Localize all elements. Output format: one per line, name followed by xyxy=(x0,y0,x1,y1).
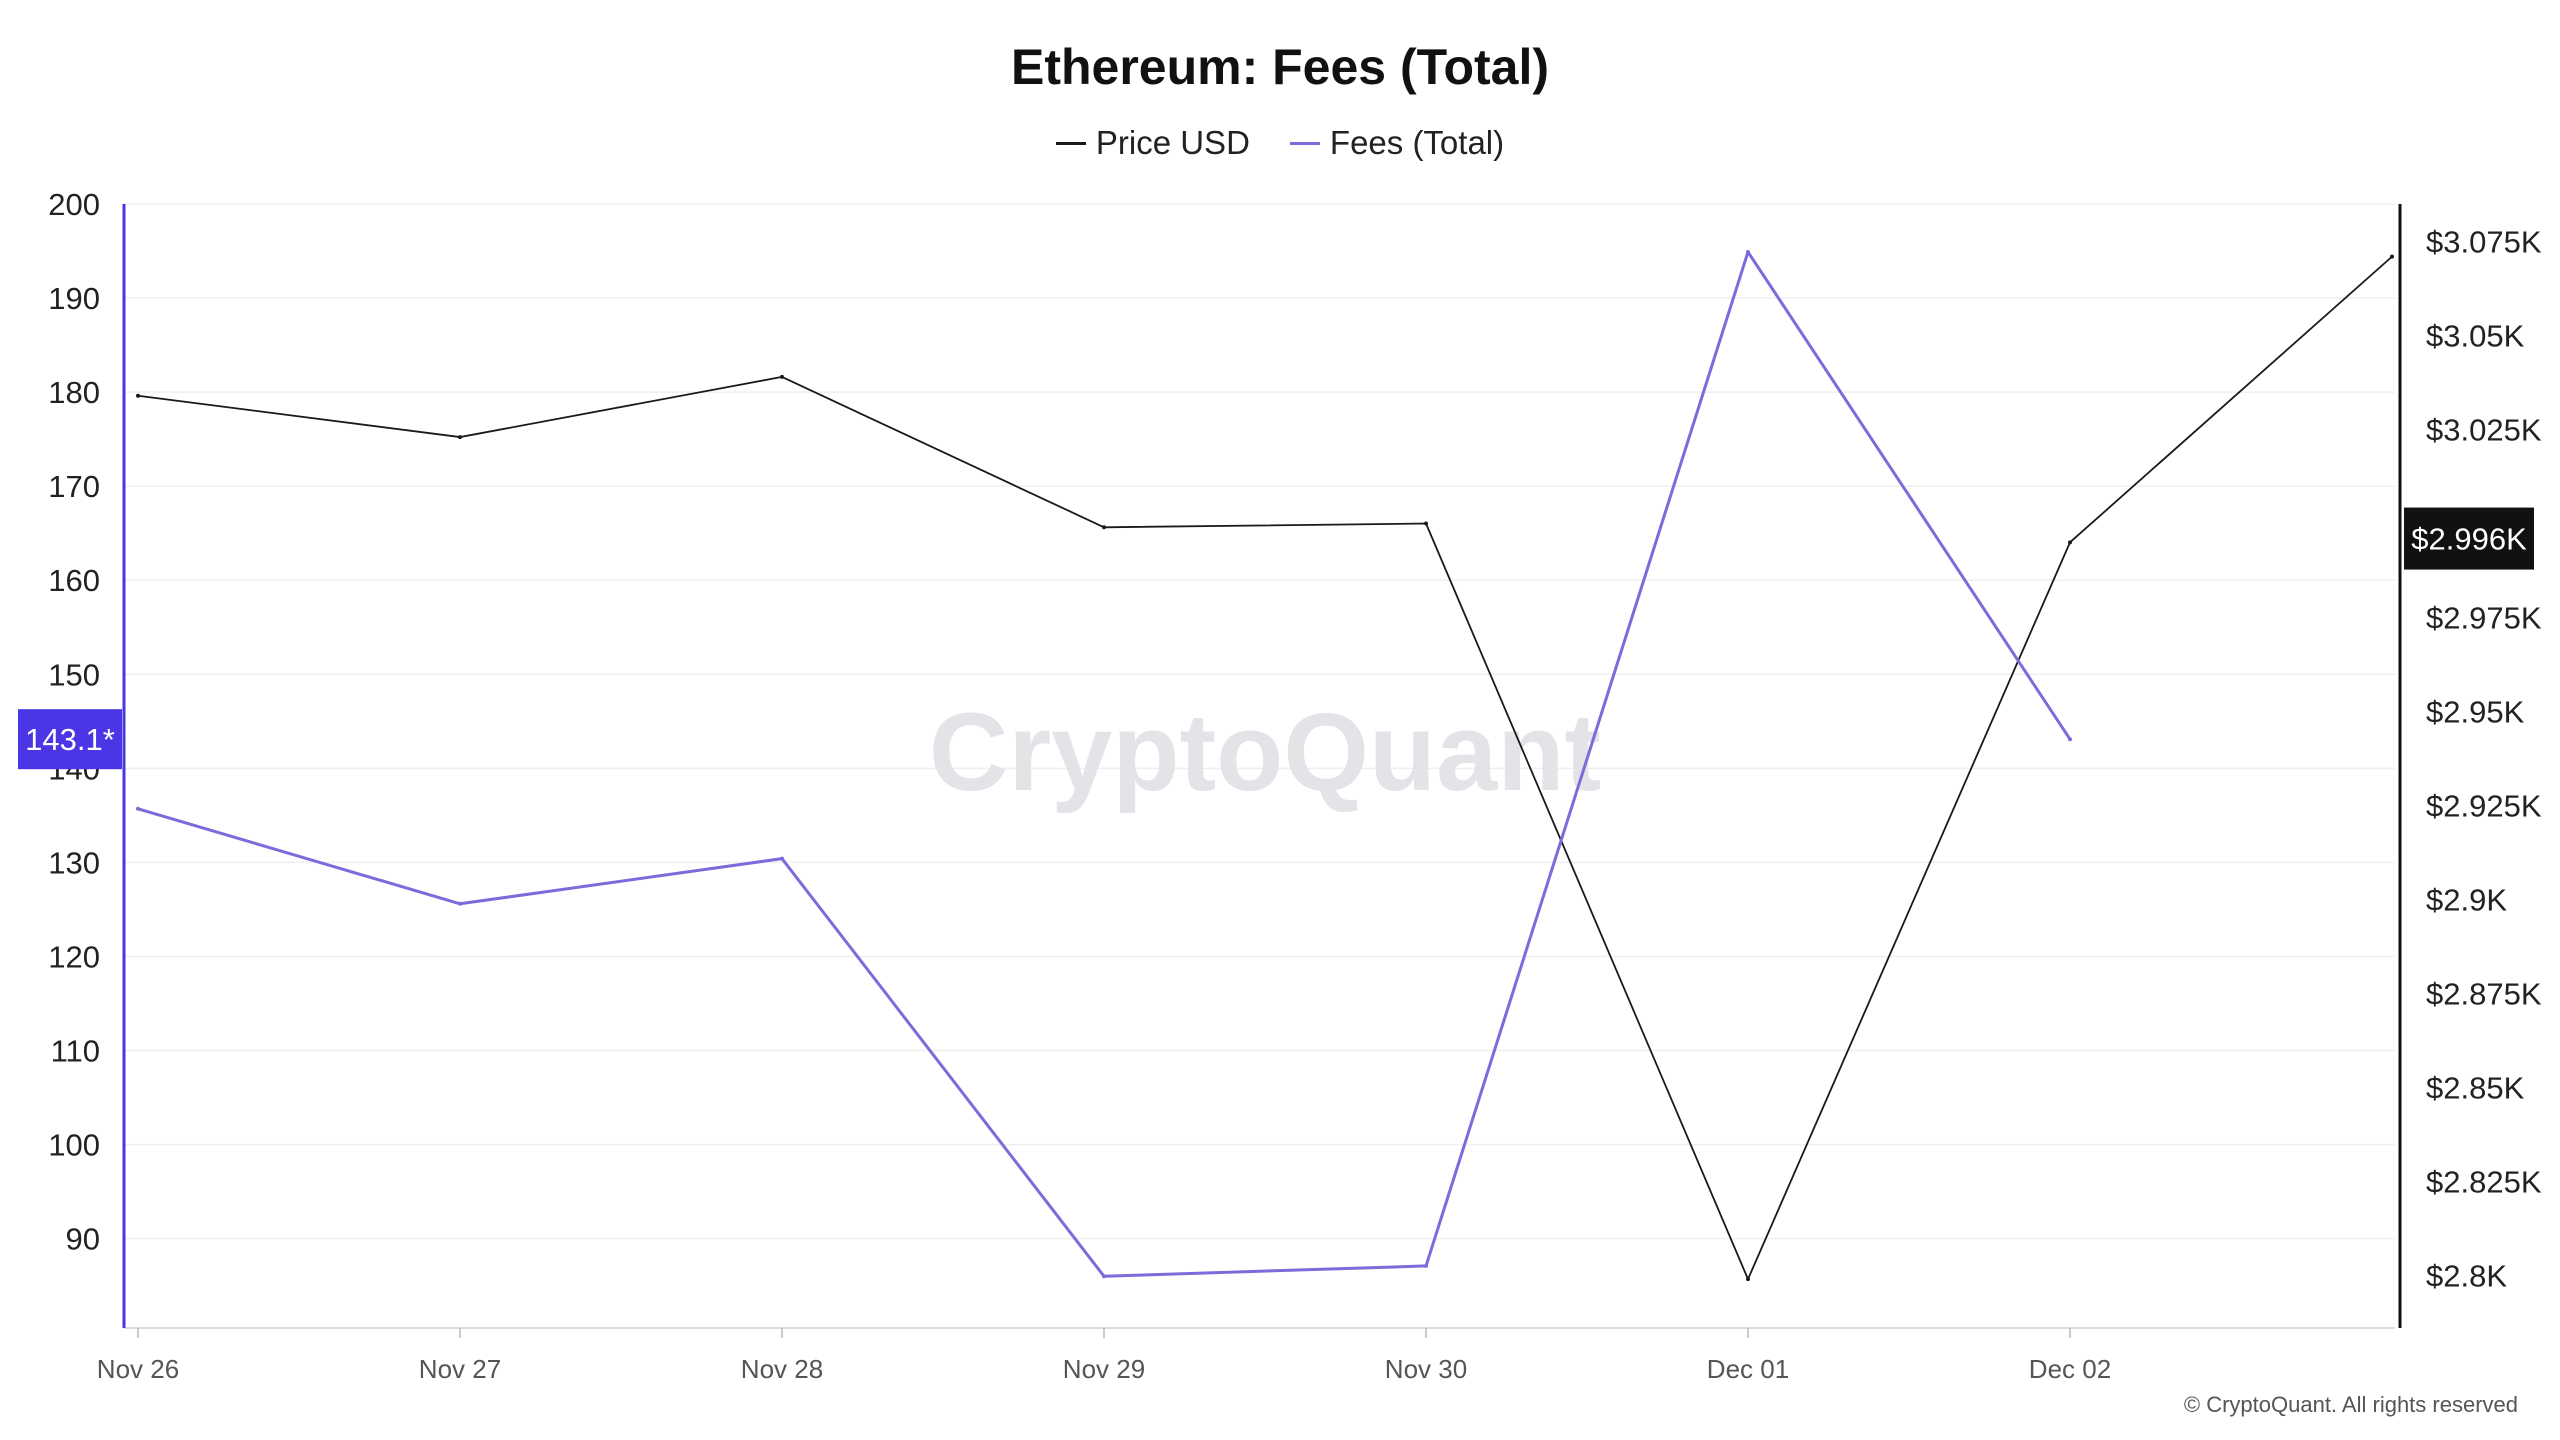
x-tick-label: Dec 02 xyxy=(2029,1354,2111,1384)
fees-data-point xyxy=(780,856,784,861)
left-tick-label: 170 xyxy=(48,469,100,504)
legend-swatch-fees xyxy=(1289,141,1320,145)
right-tick-label: $2.925K xyxy=(2426,788,2542,823)
left-tick-label: 190 xyxy=(48,281,100,316)
right-tick-label: $2.8K xyxy=(2426,1258,2507,1293)
x-tick-label: Nov 28 xyxy=(741,1354,823,1384)
left-tick-label: 200 xyxy=(48,187,100,222)
x-axis-ticks: Nov 26 Nov 27 Nov 28 Nov 29 Nov 30 Dec 01 Dec … xyxy=(97,1328,2111,1384)
fees-data-point xyxy=(2068,737,2072,742)
left-tick-label: 90 xyxy=(66,1222,100,1257)
fees-data-point xyxy=(458,901,462,906)
price-data-point xyxy=(1102,525,1106,530)
right-tick-label: $2.95K xyxy=(2426,694,2525,729)
fees-data-point xyxy=(1746,249,1750,254)
fees-current-marker-label: 143.1* xyxy=(25,722,115,757)
price-current-marker-label: $2.996K xyxy=(2411,522,2527,557)
right-tick-label: $3.05K xyxy=(2426,319,2525,354)
legend-label-price: Price USD xyxy=(1095,124,1250,161)
legend-label-fees: Fees (Total) xyxy=(1329,124,1505,161)
watermark-layer: CryptoQuant xyxy=(929,691,1601,814)
x-tick-label: Nov 29 xyxy=(1063,1354,1145,1384)
price-data-point xyxy=(136,393,140,398)
left-tick-label: 130 xyxy=(48,845,100,880)
right-tick-label: $2.9K xyxy=(2426,882,2507,917)
price-data-point xyxy=(780,374,784,379)
fees-data-point xyxy=(1102,1274,1106,1279)
axes xyxy=(122,204,2402,1329)
right-axis-ticks: $3.075K $3.05K $3.025K $2.975K $2.95K $2.925K… xyxy=(2426,225,2542,1294)
price-data-point xyxy=(1424,521,1428,526)
fees-data-point xyxy=(136,806,140,811)
chart-title: Ethereum: Fees (Total) xyxy=(1010,39,1550,95)
gridlines xyxy=(124,203,2395,1240)
right-tick-label: $2.85K xyxy=(2426,1070,2525,1105)
price-data-point xyxy=(2390,254,2394,259)
price-data-point xyxy=(2068,540,2072,545)
copyright-notice: © CryptoQuant. All rights reserved xyxy=(2183,1392,2518,1417)
right-tick-label: $2.975K xyxy=(2426,601,2542,636)
right-tick-label: $2.825K xyxy=(2426,1164,2542,1199)
price-current-marker-box xyxy=(2404,507,2534,570)
x-tick-label: Dec 01 xyxy=(1707,1354,1789,1384)
left-tick-label: 160 xyxy=(48,563,100,598)
right-tick-label: $2.875K xyxy=(2426,976,2542,1011)
x-tick-label: Nov 27 xyxy=(419,1354,501,1384)
x-tick-label: Nov 26 xyxy=(97,1354,179,1384)
price-data-point xyxy=(1746,1277,1750,1282)
price-data-point xyxy=(458,435,462,440)
x-tick-label: Nov 30 xyxy=(1385,1354,1467,1384)
left-tick-label: 180 xyxy=(48,375,100,410)
left-tick-label: 120 xyxy=(48,939,100,974)
current-value-markers: 143.1* $2.996K xyxy=(18,507,2534,770)
left-tick-label: 110 xyxy=(51,1034,100,1069)
fees-data-point xyxy=(1424,1263,1428,1268)
legend-swatch-price xyxy=(1055,141,1086,145)
legend-item-price[interactable]: Price USD xyxy=(1055,124,1250,162)
right-tick-label: $3.075K xyxy=(2426,225,2542,260)
left-tick-label: 150 xyxy=(48,657,100,692)
price-series-line xyxy=(137,255,2393,1281)
left-tick-label: 100 xyxy=(48,1128,100,1163)
series-lines xyxy=(136,249,2394,1282)
fees-current-marker-box xyxy=(18,709,122,770)
legend: Price USD Fees (Total) xyxy=(0,124,2560,162)
right-tick-label: $3.025K xyxy=(2426,413,2542,448)
watermark: CryptoQuant xyxy=(929,691,1601,814)
legend-item-fees[interactable]: Fees (Total) xyxy=(1289,124,1505,162)
